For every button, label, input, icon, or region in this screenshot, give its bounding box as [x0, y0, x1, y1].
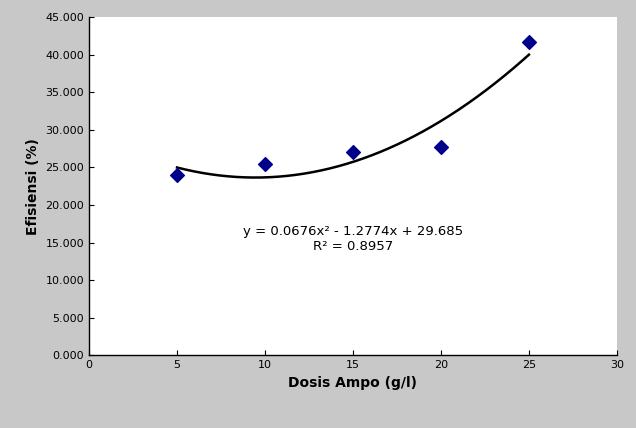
Point: [524, 39, 534, 45]
Point: [172, 172, 182, 178]
X-axis label: Dosis Ampo (g/l): Dosis Ampo (g/l): [289, 376, 417, 389]
Point: [348, 149, 358, 156]
Point: [436, 144, 446, 151]
Point: [260, 160, 270, 167]
Text: y = 0.0676x² - 1.2774x + 29.685
R² = 0.8957: y = 0.0676x² - 1.2774x + 29.685 R² = 0.8…: [243, 225, 463, 253]
Y-axis label: Efisiensi (%): Efisiensi (%): [26, 138, 40, 235]
